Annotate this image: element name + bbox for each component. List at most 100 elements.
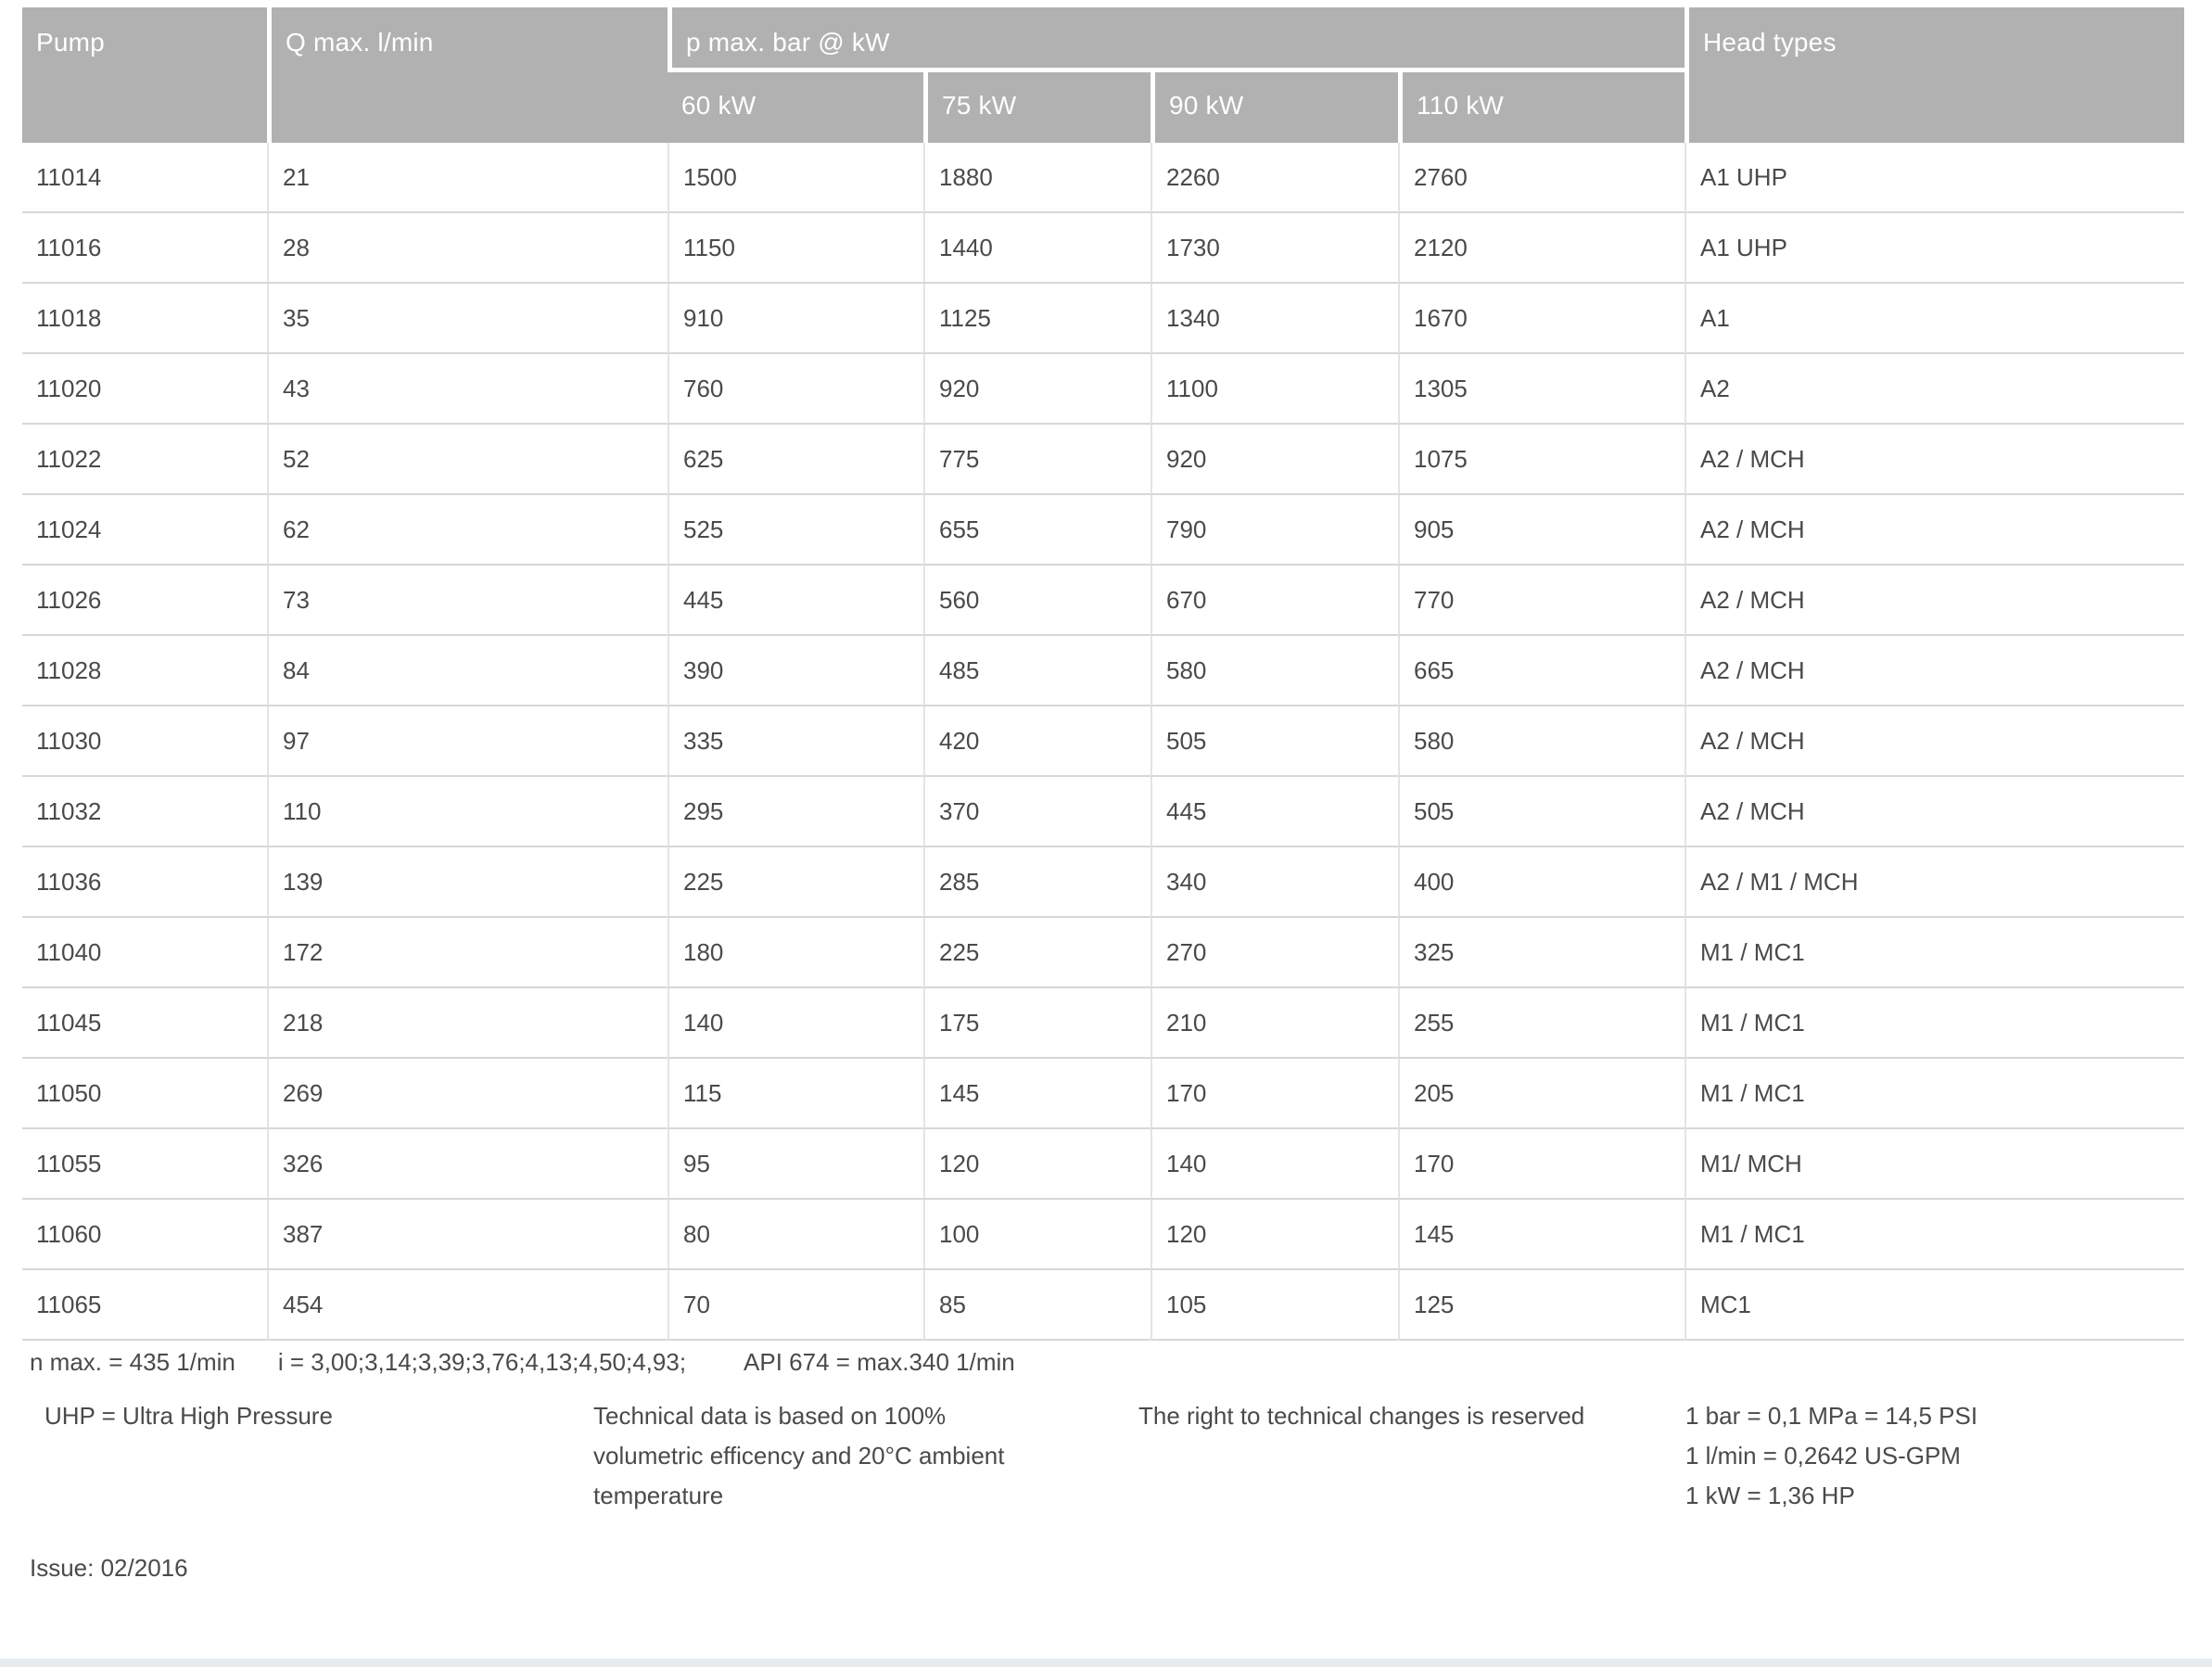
col-header-qmax: Q max. l/min bbox=[267, 7, 667, 143]
cell-p75: 370 bbox=[923, 777, 1150, 847]
cell-qmax: 43 bbox=[267, 354, 667, 425]
table-row: 11036 139 225 285 340 400 A2 / M1 / MCH bbox=[22, 847, 2184, 918]
cell-p110: 580 bbox=[1398, 706, 1684, 777]
cell-head-types: A1 bbox=[1684, 284, 2184, 354]
table-row: 11028 84 390 485 580 665 A2 / MCH bbox=[22, 636, 2184, 706]
cell-p75: 775 bbox=[923, 425, 1150, 495]
table-row: 11020 43 760 920 1100 1305 A2 bbox=[22, 354, 2184, 425]
cell-p110: 2760 bbox=[1398, 143, 1684, 213]
cell-p110: 770 bbox=[1398, 566, 1684, 636]
table-row: 11045 218 140 175 210 255 M1 / MC1 bbox=[22, 988, 2184, 1059]
table-row: 11030 97 335 420 505 580 A2 / MCH bbox=[22, 706, 2184, 777]
cell-qmax: 387 bbox=[267, 1200, 667, 1270]
cell-p90: 505 bbox=[1150, 706, 1398, 777]
cell-pump: 11030 bbox=[22, 706, 267, 777]
cell-p60: 95 bbox=[667, 1129, 923, 1200]
cell-p90: 2260 bbox=[1150, 143, 1398, 213]
header-row-sub: 60 kW 75 kW 90 kW 110 kW bbox=[22, 72, 2184, 143]
cell-head-types: A2 bbox=[1684, 354, 2184, 425]
cell-p75: 225 bbox=[923, 918, 1150, 988]
cell-p110: 125 bbox=[1398, 1270, 1684, 1341]
cell-head-types: M1/ MCH bbox=[1684, 1129, 2184, 1200]
cell-head-types: M1 / MC1 bbox=[1684, 1059, 2184, 1129]
cell-qmax: 97 bbox=[267, 706, 667, 777]
cell-p60: 445 bbox=[667, 566, 923, 636]
cell-pump: 11022 bbox=[22, 425, 267, 495]
cell-pump: 11060 bbox=[22, 1200, 267, 1270]
table-header: Pump Q max. l/min p max. bar @ kW Head t… bbox=[22, 7, 2184, 143]
cell-p60: 625 bbox=[667, 425, 923, 495]
cell-p75: 1125 bbox=[923, 284, 1150, 354]
bottom-bar bbox=[0, 1659, 2212, 1667]
pump-spec-table: Pump Q max. l/min p max. bar @ kW Head t… bbox=[22, 7, 2184, 1341]
cell-p60: 335 bbox=[667, 706, 923, 777]
table-row: 11040 172 180 225 270 325 M1 / MC1 bbox=[22, 918, 2184, 988]
issue-label: Issue: 02/2016 bbox=[30, 1554, 188, 1582]
cell-p60: 525 bbox=[667, 495, 923, 566]
cell-pump: 11036 bbox=[22, 847, 267, 918]
cell-p90: 1730 bbox=[1150, 213, 1398, 284]
cell-qmax: 21 bbox=[267, 143, 667, 213]
cell-p90: 140 bbox=[1150, 1129, 1398, 1200]
table-row: 11060 387 80 100 120 145 M1 / MC1 bbox=[22, 1200, 2184, 1270]
cell-p90: 445 bbox=[1150, 777, 1398, 847]
cell-pump: 11040 bbox=[22, 918, 267, 988]
cell-p75: 655 bbox=[923, 495, 1150, 566]
cell-p75: 285 bbox=[923, 847, 1150, 918]
cell-head-types: A2 / MCH bbox=[1684, 777, 2184, 847]
cell-p90: 170 bbox=[1150, 1059, 1398, 1129]
table-row: 11018 35 910 1125 1340 1670 A1 bbox=[22, 284, 2184, 354]
cell-p90: 210 bbox=[1150, 988, 1398, 1059]
cell-head-types: M1 / MC1 bbox=[1684, 1200, 2184, 1270]
cell-head-types: A1 UHP bbox=[1684, 143, 2184, 213]
cell-p90: 120 bbox=[1150, 1200, 1398, 1270]
cell-p110: 1305 bbox=[1398, 354, 1684, 425]
cell-head-types: A2 / MCH bbox=[1684, 566, 2184, 636]
cell-qmax: 35 bbox=[267, 284, 667, 354]
cell-p75: 1440 bbox=[923, 213, 1150, 284]
table-row: 11032 110 295 370 445 505 A2 / MCH bbox=[22, 777, 2184, 847]
col-header-90kw: 90 kW bbox=[1150, 72, 1398, 143]
cell-pump: 11028 bbox=[22, 636, 267, 706]
col-header-head-types: Head types bbox=[1684, 7, 2184, 143]
cell-p60: 390 bbox=[667, 636, 923, 706]
cell-head-types: A1 UHP bbox=[1684, 213, 2184, 284]
cell-pump: 11026 bbox=[22, 566, 267, 636]
cell-qmax: 269 bbox=[267, 1059, 667, 1129]
cell-p60: 910 bbox=[667, 284, 923, 354]
cell-qmax: 218 bbox=[267, 988, 667, 1059]
cell-p110: 400 bbox=[1398, 847, 1684, 918]
cell-p60: 140 bbox=[667, 988, 923, 1059]
cell-pump: 11055 bbox=[22, 1129, 267, 1200]
cell-pump: 11050 bbox=[22, 1059, 267, 1129]
cell-pump: 11032 bbox=[22, 777, 267, 847]
cell-p90: 1100 bbox=[1150, 354, 1398, 425]
col-header-pmax-group: p max. bar @ kW bbox=[667, 7, 1684, 72]
cell-p90: 670 bbox=[1150, 566, 1398, 636]
cell-pump: 11018 bbox=[22, 284, 267, 354]
footnote-line: n max. = 435 1/min i = 3,00;3,14;3,39;3,7… bbox=[30, 1346, 1015, 1378]
cell-head-types: A2 / M1 / MCH bbox=[1684, 847, 2184, 918]
table-row: 11014 21 1500 1880 2260 2760 A1 UHP bbox=[22, 143, 2184, 213]
col-header-110kw: 110 kW bbox=[1398, 72, 1684, 143]
cell-p75: 145 bbox=[923, 1059, 1150, 1129]
cell-p75: 560 bbox=[923, 566, 1150, 636]
cell-p60: 1500 bbox=[667, 143, 923, 213]
cell-p60: 115 bbox=[667, 1059, 923, 1129]
cell-p60: 1150 bbox=[667, 213, 923, 284]
col-header-pump: Pump bbox=[22, 7, 267, 143]
cell-pump: 11020 bbox=[22, 354, 267, 425]
footnote-ratios: i = 3,00;3,14;3,39;3,76;4,13;4,50;4,93; bbox=[277, 1348, 687, 1376]
note-rights-reserved: The right to technical changes is reserv… bbox=[1138, 1402, 1585, 1430]
cell-head-types: MC1 bbox=[1684, 1270, 2184, 1341]
cell-p75: 1880 bbox=[923, 143, 1150, 213]
cell-p75: 175 bbox=[923, 988, 1150, 1059]
cell-p110: 1670 bbox=[1398, 284, 1684, 354]
cell-p110: 170 bbox=[1398, 1129, 1684, 1200]
footnote-n-max: n max. = 435 1/min bbox=[30, 1348, 235, 1376]
table-row: 11055 326 95 120 140 170 M1/ MCH bbox=[22, 1129, 2184, 1200]
cell-qmax: 52 bbox=[267, 425, 667, 495]
cell-head-types: A2 / MCH bbox=[1684, 425, 2184, 495]
cell-p110: 145 bbox=[1398, 1200, 1684, 1270]
cell-p60: 225 bbox=[667, 847, 923, 918]
